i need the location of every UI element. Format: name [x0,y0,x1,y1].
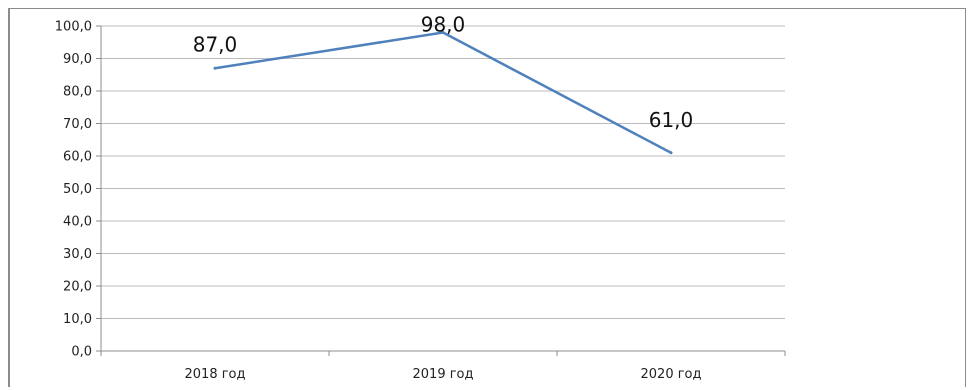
y-tick-label: 50,0 [63,182,92,197]
gridlines [101,25,785,319]
series [213,31,673,155]
chart-frame [8,8,966,387]
y-tick-label: 60,0 [63,150,92,165]
y-tick-label: 10,0 [63,312,92,327]
y-tick-label: 100,0 [55,20,92,35]
axes [96,25,786,356]
y-tick-label: 80,0 [63,85,92,100]
x-tick-label: 2020 год [641,367,702,382]
data-label: 98,0 [421,13,466,37]
x-tick-label: 2018 год [185,367,246,382]
y-tick-label: 70,0 [63,117,92,132]
data-point [441,31,445,34]
x-tick-labels: 2018 год 2019 год 2020 год [185,367,702,382]
y-tick-label: 0,0 [71,345,92,360]
y-tick-label: 40,0 [63,215,92,230]
y-tick-label: 90,0 [63,52,92,67]
x-tick-label: 2019 год [413,367,474,382]
data-point [669,151,673,155]
y-tick-label: 30,0 [63,247,92,262]
y-tick-labels: 0,0 10,0 20,0 30,0 40,0 50,0 60,0 70,0 80,0 90,0 1… [55,20,92,360]
y-tick-label: 20,0 [63,280,92,295]
data-labels: 87,0 98,0 61,0 [193,13,694,132]
data-point [213,66,217,70]
data-label: 61,0 [649,108,694,132]
data-label: 87,0 [193,32,238,56]
series-line [213,31,673,154]
